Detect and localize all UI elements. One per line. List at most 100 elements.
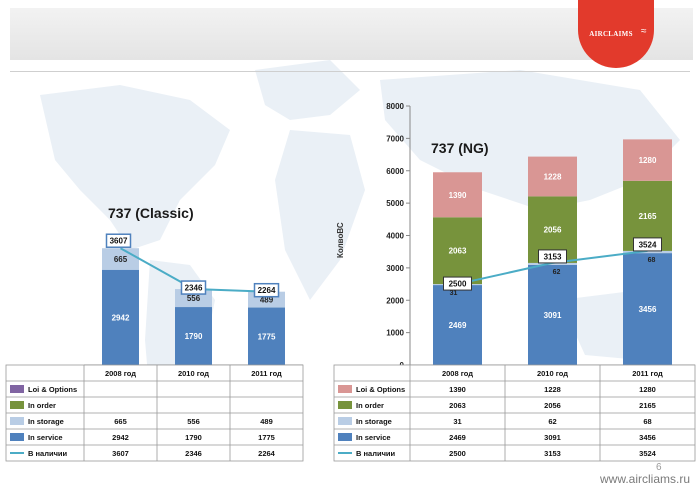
data-label: 3456 xyxy=(639,305,657,314)
y-tick-label: 4000 xyxy=(386,232,404,241)
table-row-label: В наличии xyxy=(28,449,68,458)
available-label: 3607 xyxy=(110,237,128,246)
table-row-label: In service xyxy=(356,433,391,442)
table-cell: 489 xyxy=(260,417,273,426)
data-label: 556 xyxy=(187,294,201,303)
data-label: 2942 xyxy=(112,313,130,322)
table-row-label: In order xyxy=(356,401,384,410)
table-cell: 2264 xyxy=(258,449,276,458)
table-cell: 1775 xyxy=(258,433,275,442)
data-label: 2063 xyxy=(449,247,467,256)
legend-swatch xyxy=(10,417,24,425)
data-label: 31 xyxy=(450,290,458,297)
airclaims-logo[interactable]: AIRCLAIMS ≈ xyxy=(578,0,654,68)
table-cell: 3091 xyxy=(544,433,561,442)
bar-segment xyxy=(623,253,672,365)
bar-segment xyxy=(433,172,482,218)
table-cell: 1228 xyxy=(544,385,561,394)
table-header-cell: 2011 год xyxy=(632,369,663,378)
y-tick-label: 3000 xyxy=(386,264,404,273)
chart-title: 737 (Classic) xyxy=(108,205,194,221)
available-label-box xyxy=(105,233,132,248)
legend-swatch xyxy=(338,385,352,393)
data-label: 1790 xyxy=(185,332,203,341)
available-label: 2264 xyxy=(258,286,276,295)
data-label: 1390 xyxy=(449,191,467,200)
table-cell: 1280 xyxy=(639,385,656,394)
data-label: 1228 xyxy=(544,172,562,181)
available-label-box xyxy=(180,280,207,295)
available-label-box xyxy=(538,249,567,264)
available-label-box xyxy=(633,237,662,252)
legend-swatch xyxy=(10,433,24,441)
table-cell: 68 xyxy=(643,417,651,426)
data-label: 2056 xyxy=(544,226,562,235)
legend-swatch xyxy=(338,417,352,425)
table-cell: 2469 xyxy=(449,433,466,442)
table-cell: 3524 xyxy=(639,449,657,458)
available-label-box xyxy=(443,276,472,291)
table-cell: 1390 xyxy=(449,385,466,394)
table-header-cell: 2010 год xyxy=(537,369,568,378)
bar-segment xyxy=(175,307,212,365)
legend-swatch xyxy=(338,433,352,441)
y-tick-label: 6000 xyxy=(386,167,404,176)
y-tick-label: 5000 xyxy=(386,199,404,208)
table-cell: 556 xyxy=(187,417,200,426)
table-cell: 2942 xyxy=(112,433,129,442)
legend-swatch xyxy=(10,401,24,409)
data-label: 665 xyxy=(114,255,128,264)
available-label-box xyxy=(253,282,280,298)
table-row-label: In service xyxy=(28,433,63,442)
bar-segment xyxy=(102,269,139,365)
table-cell: 3607 xyxy=(112,449,129,458)
available-label: 2346 xyxy=(185,284,203,293)
table-cell: 62 xyxy=(548,417,556,426)
available-label: 2500 xyxy=(449,280,467,289)
table-cell: 1790 xyxy=(185,433,202,442)
y-tick-label: 2000 xyxy=(386,296,404,305)
table-row-label: In order xyxy=(28,401,56,410)
bar-segment xyxy=(433,285,482,365)
header-divider xyxy=(10,71,690,72)
bar-segment xyxy=(528,156,577,197)
data-label: 1775 xyxy=(258,332,276,341)
table-row-label: Loi & Options xyxy=(28,385,77,394)
data-label: 1280 xyxy=(639,156,657,165)
chart-title: 737 (NG) xyxy=(431,140,489,156)
table-cell: 665 xyxy=(114,417,127,426)
legend-swatch xyxy=(338,401,352,409)
table-cell: 2063 xyxy=(449,401,466,410)
logo-wing-icon: ≈ xyxy=(641,26,647,37)
table-cell: 2165 xyxy=(639,401,656,410)
table-header-cell: 2008 год xyxy=(442,369,473,378)
available-label: 3153 xyxy=(544,252,562,261)
bar-segment xyxy=(433,217,482,285)
table-row-label: In storage xyxy=(356,417,392,426)
data-label: 68 xyxy=(648,257,656,264)
bar-segment xyxy=(528,264,577,365)
available-label: 3524 xyxy=(639,240,657,249)
data-label: 3091 xyxy=(544,311,562,320)
data-label: 2165 xyxy=(639,212,657,221)
y-tick-label: 7000 xyxy=(386,134,404,143)
table-row-label: В наличии xyxy=(356,449,396,458)
table-cell: 3456 xyxy=(639,433,656,442)
footer-url[interactable]: www.aircliams.ru xyxy=(599,472,690,486)
table-row-label: Loi & Options xyxy=(356,385,405,394)
data-label: 62 xyxy=(553,269,561,276)
table-cell: 3153 xyxy=(544,449,561,458)
data-label: 2469 xyxy=(449,321,467,330)
data-label: 489 xyxy=(260,296,274,305)
table-header-cell: 2011 год xyxy=(251,369,282,378)
bar-segment xyxy=(623,250,672,254)
table-cell: 31 xyxy=(453,417,461,426)
table-cell: 2346 xyxy=(185,449,202,458)
legend-swatch xyxy=(10,385,24,393)
table-header-cell: 2008 год xyxy=(105,369,136,378)
bar-segment xyxy=(623,139,672,181)
y-axis-label: КолвоВС xyxy=(336,222,345,258)
table-cell: 2056 xyxy=(544,401,561,410)
